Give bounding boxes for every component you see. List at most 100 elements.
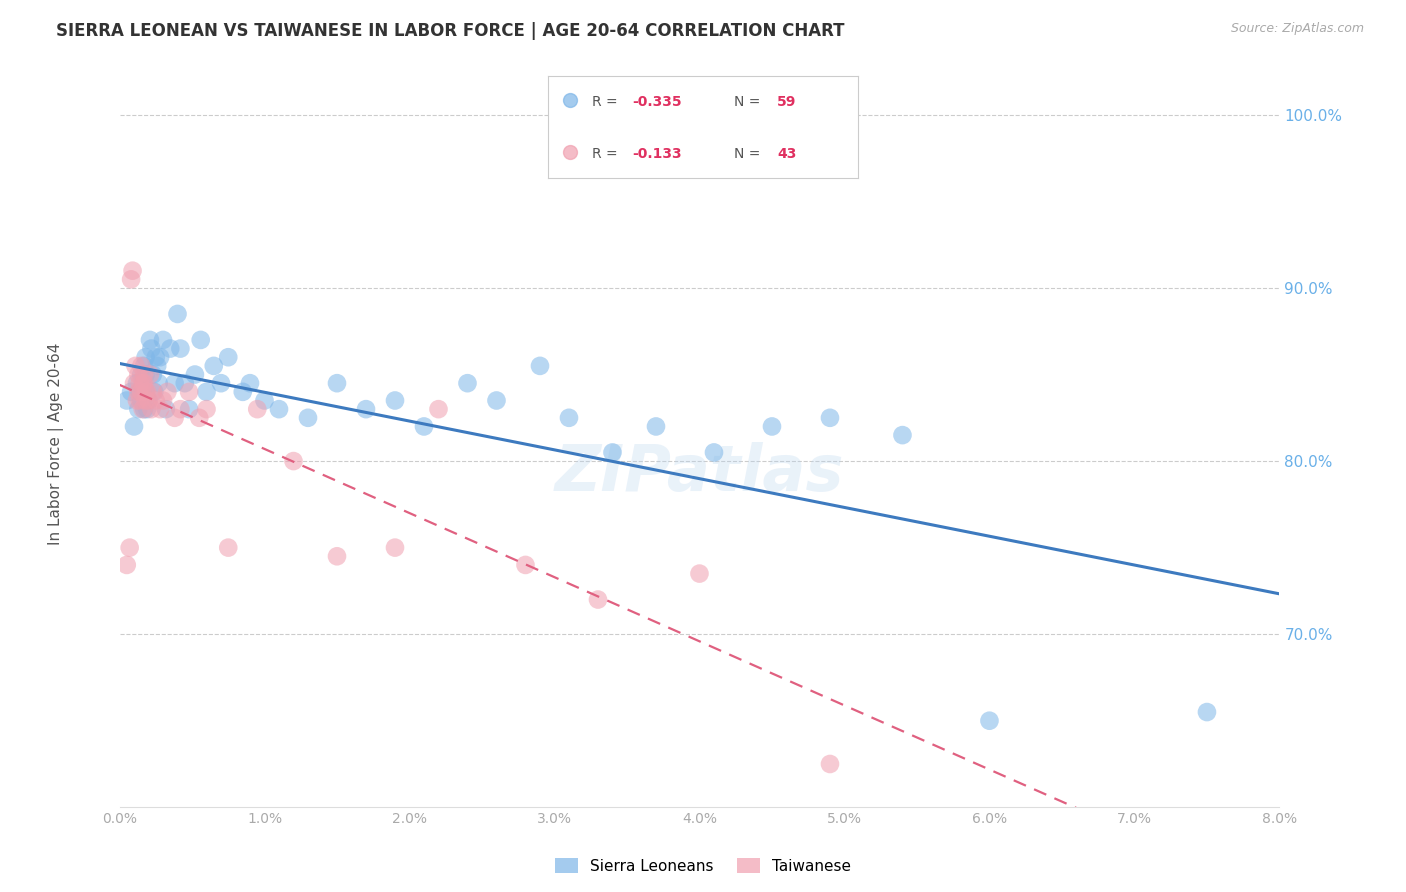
Text: -0.335: -0.335 (631, 95, 682, 110)
Point (283, 454, 305, 468)
Point (128, 393, 150, 408)
Point (127, 402, 149, 417)
Point (135, 384, 157, 399)
Point (129, 368, 152, 382)
Point (427, 402, 450, 417)
Point (122, 419, 145, 434)
Point (188, 410, 211, 425)
Point (558, 410, 581, 425)
Point (177, 384, 200, 399)
Text: 43: 43 (778, 147, 797, 161)
Point (202, 359, 225, 373)
Point (124, 359, 146, 373)
Point (159, 342, 181, 356)
Point (209, 376, 232, 391)
Point (217, 350, 239, 364)
Point (139, 368, 162, 382)
Point (169, 402, 191, 417)
Point (135, 350, 157, 364)
Point (155, 402, 177, 417)
Point (132, 402, 155, 417)
Point (136, 384, 159, 399)
Point (586, 592, 609, 607)
Point (148, 376, 170, 391)
Text: N =: N = (734, 95, 765, 110)
Point (979, 714, 1001, 728)
Point (136, 402, 159, 417)
Point (149, 350, 172, 364)
Point (173, 376, 195, 391)
Point (128, 376, 150, 391)
Point (141, 402, 163, 417)
Point (146, 359, 169, 373)
Point (132, 384, 155, 399)
Point (177, 402, 200, 417)
Point (184, 368, 207, 382)
Text: ZIPatlas: ZIPatlas (555, 442, 844, 504)
Point (135, 393, 157, 408)
Text: N =: N = (734, 147, 765, 161)
Point (122, 376, 145, 391)
Point (129, 384, 152, 399)
Point (246, 402, 269, 417)
Point (195, 384, 218, 399)
Point (190, 333, 212, 347)
Point (134, 368, 156, 382)
Text: Source: ZipAtlas.com: Source: ZipAtlas.com (1230, 22, 1364, 36)
Point (145, 350, 167, 364)
Point (891, 428, 914, 442)
Point (413, 419, 436, 434)
Point (163, 410, 186, 425)
Point (354, 402, 377, 417)
Point (761, 419, 783, 434)
Point (239, 376, 262, 391)
Point (217, 541, 239, 555)
Text: R =: R = (592, 147, 621, 161)
Point (232, 384, 254, 399)
Point (129, 359, 152, 373)
Point (485, 393, 508, 408)
Point (152, 333, 174, 347)
Point (127, 384, 149, 399)
Point (602, 445, 624, 459)
Point (125, 393, 148, 408)
Point (156, 384, 179, 399)
Point (129, 393, 152, 408)
Point (141, 342, 163, 356)
Point (125, 376, 148, 391)
Point (118, 541, 141, 555)
Text: SIERRA LEONEAN VS TAIWANESE IN LABOR FORCE | AGE 20-64 CORRELATION CHART: SIERRA LEONEAN VS TAIWANESE IN LABOR FOR… (56, 22, 845, 40)
Point (818, 410, 841, 425)
Point (128, 384, 150, 399)
Point (142, 384, 165, 399)
Point (195, 402, 218, 417)
Point (645, 419, 668, 434)
Point (145, 393, 167, 408)
Point (139, 333, 162, 347)
Point (529, 359, 551, 373)
Point (326, 549, 349, 564)
Point (115, 393, 138, 408)
Text: R =: R = (592, 95, 621, 110)
Point (1195, 705, 1218, 719)
Point (135, 384, 157, 399)
Point (166, 307, 188, 321)
Point (297, 410, 319, 425)
Point (515, 558, 537, 572)
Point (134, 376, 156, 391)
Point (134, 359, 156, 373)
Point (152, 393, 174, 408)
Point (169, 342, 191, 356)
Point (115, 558, 138, 572)
Point (127, 368, 149, 382)
Point (138, 393, 160, 408)
Point (267, 402, 290, 417)
Point (135, 368, 157, 382)
Point (138, 393, 160, 408)
Point (253, 393, 276, 408)
Point (163, 376, 186, 391)
Point (149, 402, 172, 417)
Point (120, 384, 142, 399)
Point (120, 272, 142, 286)
Point (143, 384, 166, 399)
